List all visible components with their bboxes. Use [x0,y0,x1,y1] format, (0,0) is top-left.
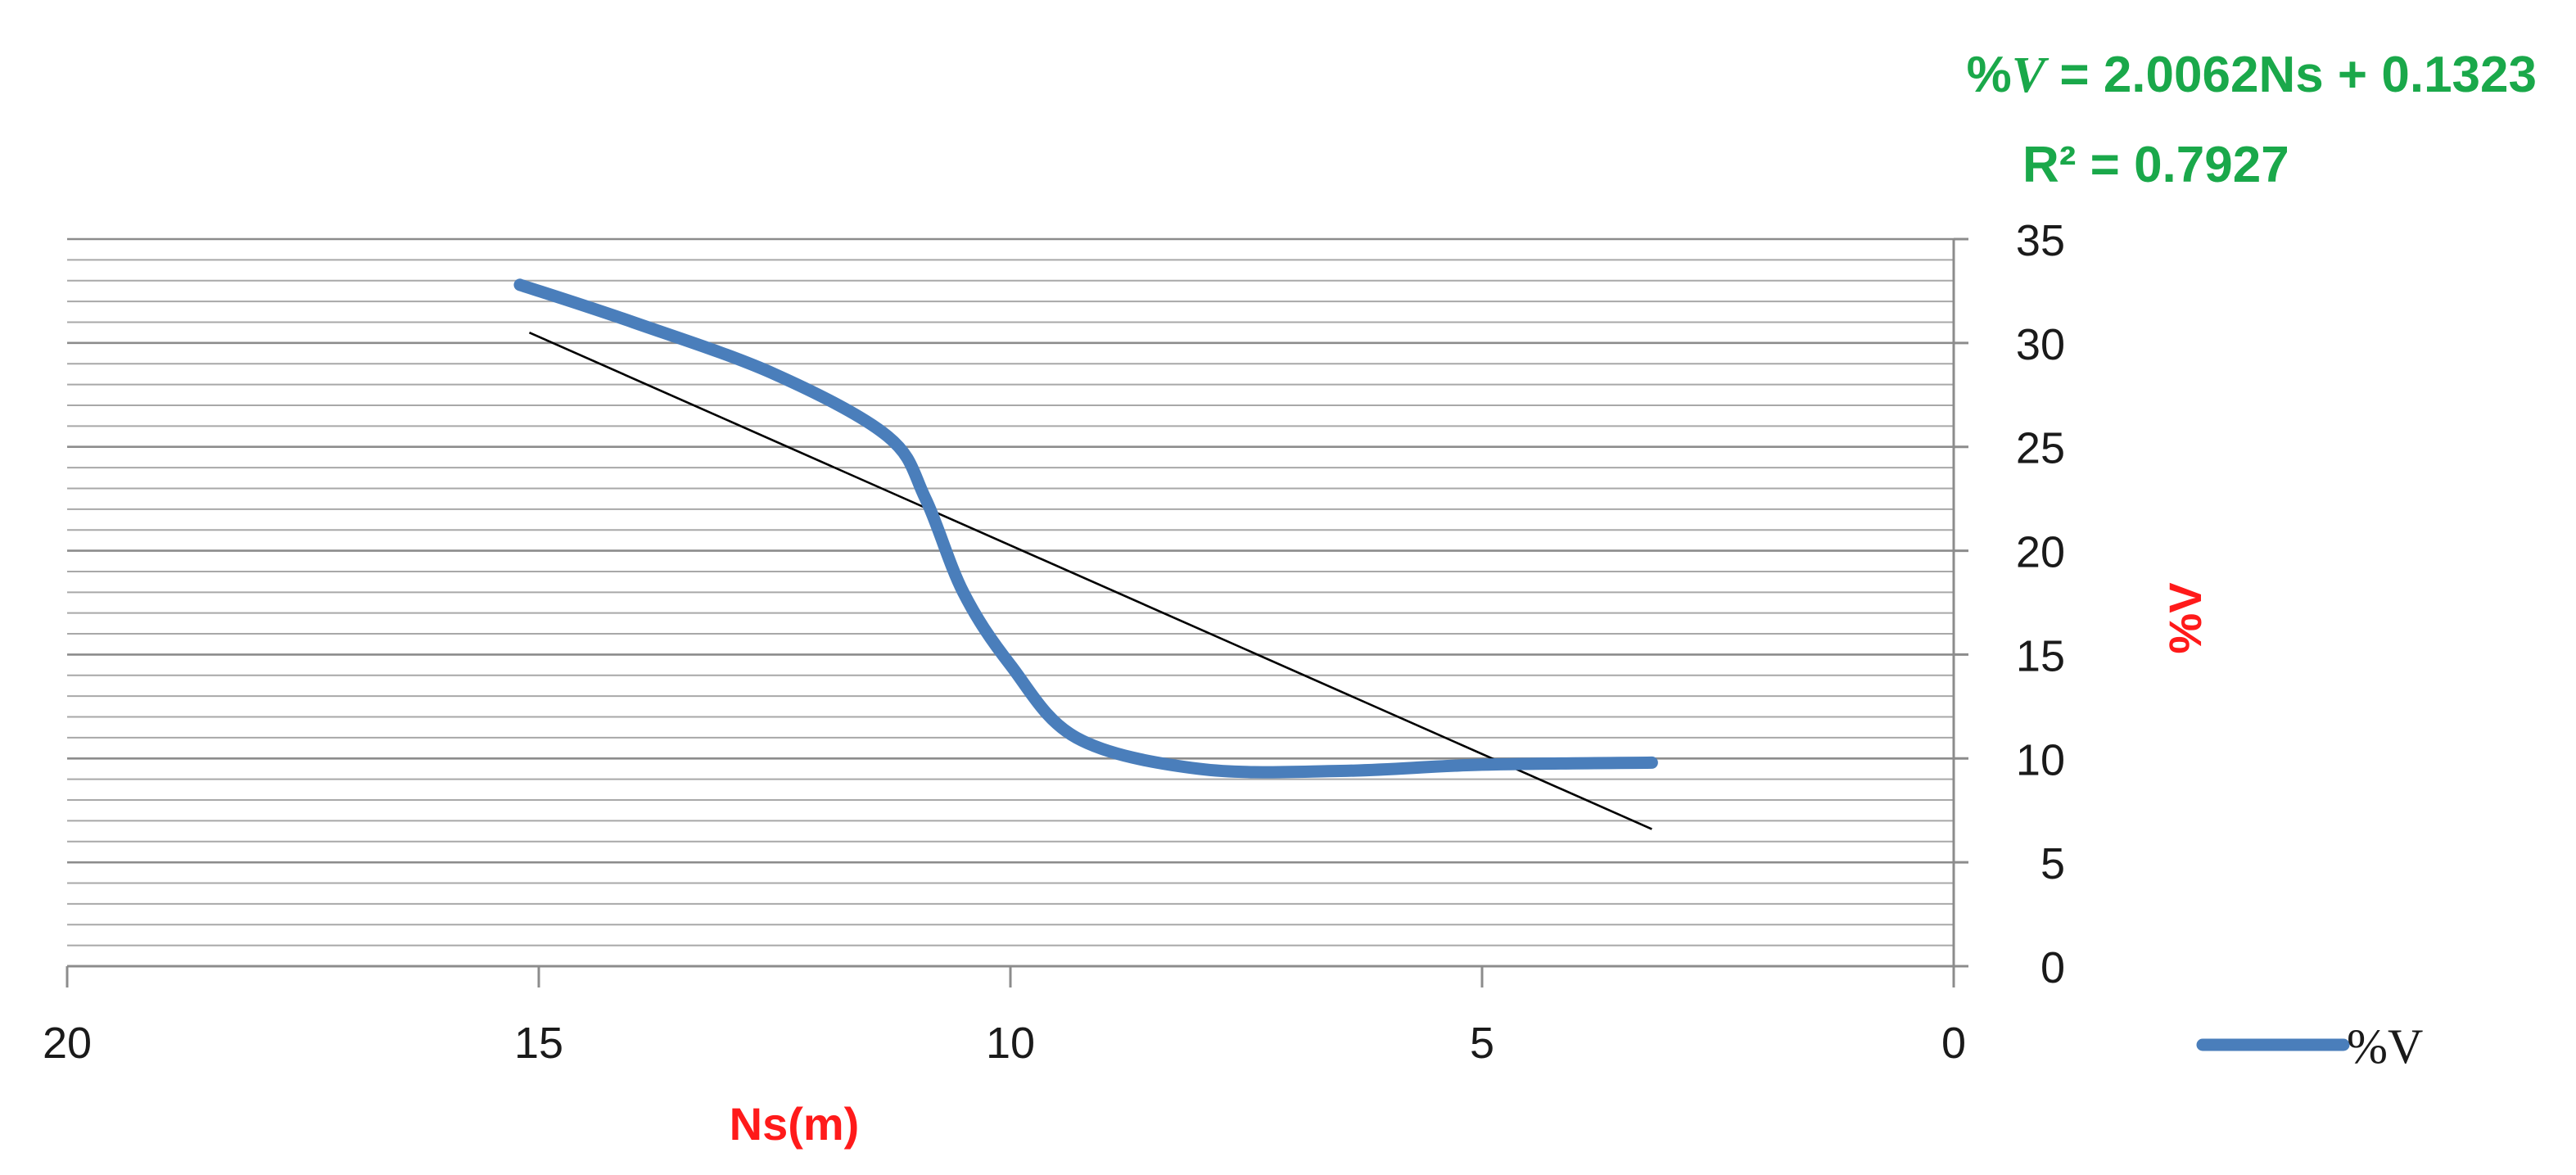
legend: %V [2196,1019,2423,1073]
y-tick-label: 35 [2016,216,2065,265]
x-axis-title: Ns(m) [730,1098,860,1150]
y-tick-label: 20 [2016,528,2065,577]
y-axis-title: %V [2159,582,2211,653]
r-squared-label: R² = 0.7927 [2022,137,2289,193]
trendline-equation: %V = 2.0062Ns + 0.1323 [1967,47,2537,103]
x-tick-label: 10 [986,1019,1035,1068]
equation-body: = 2.0062Ns + 0.1323 [2045,47,2537,103]
y-tick-label: 10 [2016,735,2065,784]
axes [66,237,1968,987]
x-tick-label: 0 [1941,1019,1966,1068]
equation-prefix: % [1967,47,2012,103]
x-tick-label: 20 [43,1019,92,1068]
y-tick-label: 0 [2040,943,2065,992]
series-line-0 [513,278,1658,779]
y-tick-label: 5 [2040,839,2065,888]
y-tick-labels: 0 5 10 15 20 25 30 35 [2016,216,2065,992]
linear-trendline [528,331,1652,830]
x-tick-label: 5 [1470,1019,1494,1068]
x-tick-label: 15 [514,1019,563,1068]
plot-area [513,278,1658,830]
x-tick-labels: 20 15 10 5 0 [43,1019,1966,1068]
equation-variable: V [2012,47,2050,103]
y-tick-label: 15 [2016,631,2065,680]
gridlines [67,237,1954,947]
y-tick-label: 25 [2016,424,2065,473]
y-tick-label: 30 [2016,320,2065,369]
legend-label: %V [2347,1019,2423,1073]
